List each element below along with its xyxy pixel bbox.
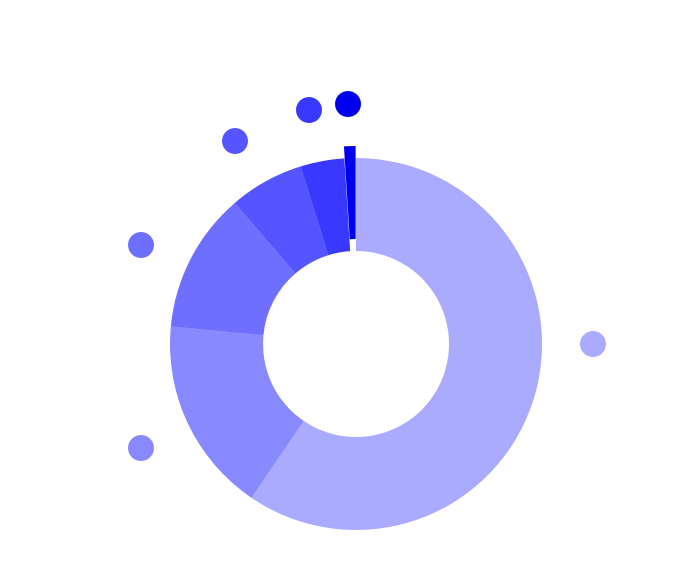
donut-slice-3: [170, 202, 296, 336]
slice-marker-5: [296, 97, 322, 123]
donut-slice-1: [251, 158, 542, 530]
donut-slice-4: [234, 166, 329, 274]
slice-marker-1: [580, 331, 606, 357]
slices-layer: [170, 146, 542, 530]
donut-slice-6: [343, 146, 356, 240]
slice-marker-6: [335, 91, 361, 117]
slice-marker-3: [128, 232, 154, 258]
slice-marker-4: [222, 128, 248, 154]
donut-slice-2: [170, 326, 304, 498]
markers-layer: [128, 91, 606, 461]
donut-slice-5: [300, 158, 351, 256]
slice-marker-2: [128, 435, 154, 461]
